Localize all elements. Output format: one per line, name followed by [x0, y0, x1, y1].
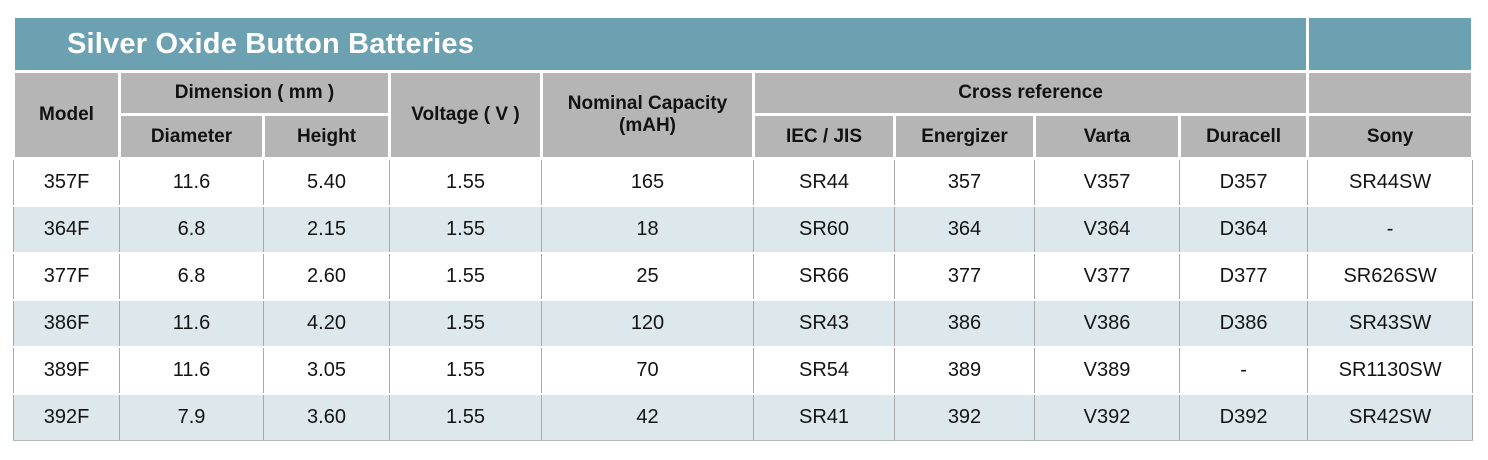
cell-iec-jis: SR54 [753, 345, 895, 395]
cell-varta: V364 [1034, 204, 1180, 254]
cell-model: 364F [13, 204, 120, 254]
cell-duracell: D357 [1178, 157, 1309, 207]
cell-energizer: 386 [894, 298, 1035, 348]
cell-sony: SR626SW [1307, 251, 1474, 301]
cell-diameter: 7.9 [119, 392, 264, 441]
header-nominal-capacity: Nominal Capacity (mAH) [540, 70, 755, 160]
cell-varta: V377 [1034, 251, 1180, 301]
header-dimension-group: Dimension ( mm ) [118, 70, 391, 116]
cell-iec-jis: SR41 [753, 392, 895, 441]
header-sony: Sony [1306, 113, 1475, 160]
cell-iec-jis: SR43 [753, 298, 895, 348]
cell-capacity: 25 [541, 251, 754, 301]
header-sony-spacer [1306, 70, 1475, 116]
table-row: 386F 11.6 4.20 1.55 120 SR43 386 V386 D3… [13, 298, 1474, 348]
cell-model: 386F [13, 298, 120, 348]
cell-capacity: 18 [541, 204, 754, 254]
cell-voltage: 1.55 [389, 345, 542, 395]
cell-capacity: 42 [541, 392, 754, 441]
cell-diameter: 11.6 [119, 298, 264, 348]
header-varta: Varta [1033, 113, 1181, 160]
header-nominal-capacity-line1: Nominal Capacity [567, 93, 728, 115]
table-row: 357F 11.6 5.40 1.55 165 SR44 357 V357 D3… [13, 157, 1474, 207]
header-diameter: Diameter [118, 113, 265, 160]
datasheet-page: Silver Oxide Button Batteries Model Dime… [11, 15, 1475, 441]
cell-diameter: 6.8 [119, 251, 264, 301]
cell-iec-jis: SR60 [753, 204, 895, 254]
cell-voltage: 1.55 [389, 157, 542, 207]
cell-voltage: 1.55 [389, 298, 542, 348]
battery-spec-table: Silver Oxide Button Batteries Model Dime… [11, 15, 1475, 441]
header-row-columns: Diameter Height IEC / JIS Energizer Vart… [14, 113, 1475, 160]
cell-energizer: 377 [894, 251, 1035, 301]
cell-duracell: D386 [1178, 298, 1309, 348]
table-row: 377F 6.8 2.60 1.55 25 SR66 377 V377 D377… [13, 251, 1474, 301]
cell-duracell: D377 [1178, 251, 1309, 301]
cell-iec-jis: SR44 [753, 157, 895, 207]
cell-height: 5.40 [263, 157, 390, 207]
table-row: 392F 7.9 3.60 1.55 42 SR41 392 V392 D392… [13, 392, 1474, 441]
cell-energizer: 357 [894, 157, 1035, 207]
cell-sony: - [1307, 204, 1474, 254]
header-row-groups: Model Dimension ( mm ) Voltage ( V ) Nom… [12, 70, 1475, 160]
header-energizer: Energizer [893, 113, 1036, 160]
cell-diameter: 11.6 [119, 345, 264, 395]
cell-duracell: D364 [1178, 204, 1309, 254]
cell-varta: V386 [1034, 298, 1180, 348]
cell-capacity: 165 [541, 157, 754, 207]
header-voltage: Voltage ( V ) [388, 70, 543, 160]
title-band: Silver Oxide Button Batteries [11, 15, 1475, 73]
cell-sony: SR1130SW [1307, 345, 1474, 395]
header-nominal-capacity-line2: (mAH) [619, 115, 676, 136]
cell-height: 3.60 [263, 392, 390, 441]
cell-iec-jis: SR66 [753, 251, 895, 301]
cell-sony: SR42SW [1307, 392, 1474, 441]
cell-height: 4.20 [263, 298, 390, 348]
cell-sony: SR44SW [1307, 157, 1474, 207]
cell-height: 2.60 [263, 251, 390, 301]
cell-energizer: 392 [894, 392, 1035, 441]
header-model: Model [12, 70, 121, 160]
cell-capacity: 120 [541, 298, 754, 348]
page-title: Silver Oxide Button Batteries [11, 15, 1310, 73]
cell-model: 392F [13, 392, 120, 441]
header-cross-reference-group: Cross reference [751, 70, 1310, 116]
cell-diameter: 6.8 [119, 204, 264, 254]
cell-varta: V392 [1034, 392, 1180, 441]
cell-model: 389F [13, 345, 120, 395]
cell-model: 357F [13, 157, 120, 207]
cell-capacity: 70 [541, 345, 754, 395]
header-duracell: Duracell [1177, 113, 1310, 160]
title-band-right-segment [1306, 15, 1475, 73]
cell-voltage: 1.55 [389, 251, 542, 301]
table-row: 389F 11.6 3.05 1.55 70 SR54 389 V389 - S… [13, 345, 1474, 395]
cell-voltage: 1.55 [389, 392, 542, 441]
cell-energizer: 389 [894, 345, 1035, 395]
cell-varta: V389 [1034, 345, 1180, 395]
cell-height: 3.05 [263, 345, 390, 395]
cell-energizer: 364 [894, 204, 1035, 254]
cell-height: 2.15 [263, 204, 390, 254]
header-height: Height [262, 113, 391, 160]
cell-varta: V357 [1034, 157, 1180, 207]
cell-diameter: 11.6 [119, 157, 264, 207]
cell-sony: SR43SW [1307, 298, 1474, 348]
cell-voltage: 1.55 [389, 204, 542, 254]
cell-duracell: D392 [1178, 392, 1309, 441]
cell-duracell: - [1178, 345, 1309, 395]
cell-model: 377F [13, 251, 120, 301]
header-iec-jis: IEC / JIS [752, 113, 896, 160]
table-row: 364F 6.8 2.15 1.55 18 SR60 364 V364 D364… [13, 204, 1474, 254]
